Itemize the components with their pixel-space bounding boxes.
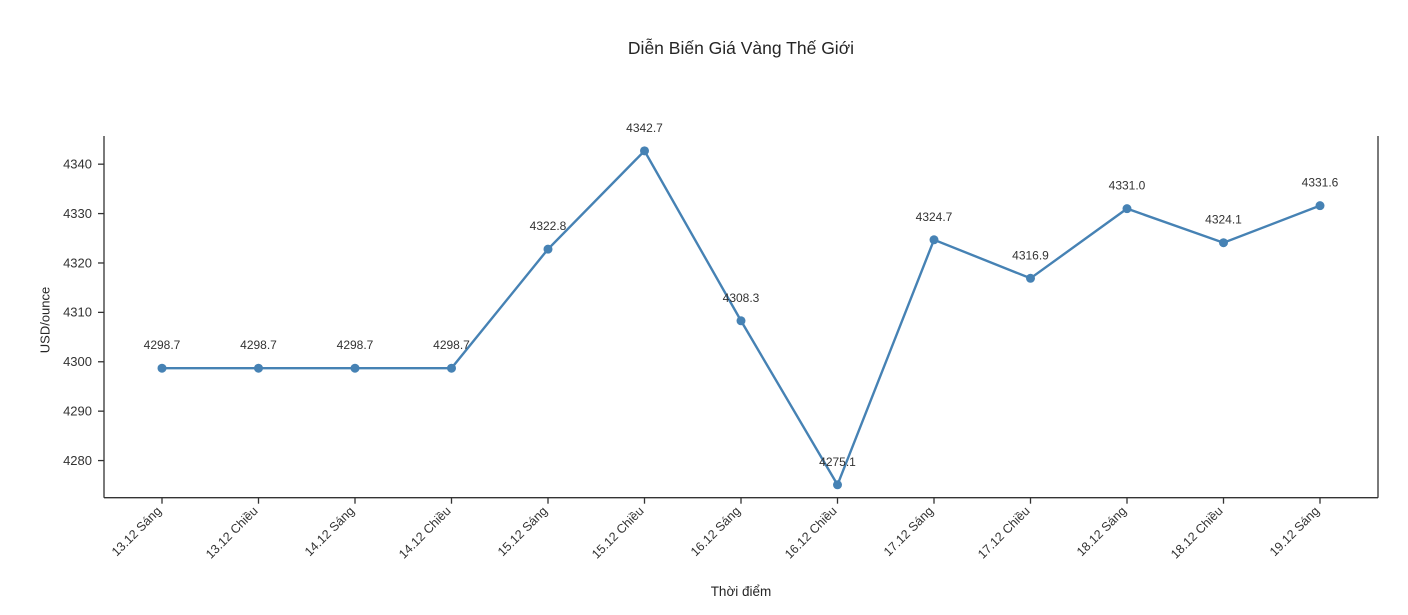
svg-text:4340: 4340 bbox=[63, 156, 92, 171]
svg-text:4320: 4320 bbox=[63, 255, 92, 270]
svg-text:14.12 Chiều: 14.12 Chiều bbox=[396, 504, 454, 562]
svg-text:4300: 4300 bbox=[63, 354, 92, 369]
svg-text:4280: 4280 bbox=[63, 453, 92, 468]
svg-text:4298.7: 4298.7 bbox=[337, 338, 374, 352]
svg-text:15.12 Chiều: 15.12 Chiều bbox=[589, 504, 647, 562]
svg-text:16.12 Chiều: 16.12 Chiều bbox=[782, 504, 840, 562]
svg-text:17.12 Sáng: 17.12 Sáng bbox=[881, 504, 936, 559]
svg-text:13.12 Sáng: 13.12 Sáng bbox=[109, 504, 164, 559]
svg-text:4298.7: 4298.7 bbox=[240, 338, 277, 352]
svg-text:4322.8: 4322.8 bbox=[530, 219, 567, 233]
svg-text:4331.6: 4331.6 bbox=[1302, 176, 1339, 190]
svg-text:18.12 Sáng: 18.12 Sáng bbox=[1074, 504, 1129, 559]
svg-text:4275.1: 4275.1 bbox=[819, 455, 856, 469]
svg-text:4324.1: 4324.1 bbox=[1205, 213, 1242, 227]
svg-text:15.12 Sáng: 15.12 Sáng bbox=[495, 504, 550, 559]
svg-text:4324.7: 4324.7 bbox=[916, 210, 953, 224]
svg-text:18.12 Chiều: 18.12 Chiều bbox=[1168, 504, 1226, 562]
svg-text:4308.3: 4308.3 bbox=[723, 291, 760, 305]
svg-text:19.12 Sáng: 19.12 Sáng bbox=[1267, 504, 1322, 559]
svg-text:16.12 Sáng: 16.12 Sáng bbox=[688, 504, 743, 559]
svg-text:14.12 Sáng: 14.12 Sáng bbox=[302, 504, 357, 559]
svg-text:4298.7: 4298.7 bbox=[433, 338, 470, 352]
svg-text:4331.0: 4331.0 bbox=[1109, 179, 1146, 193]
svg-text:4310: 4310 bbox=[63, 305, 92, 320]
svg-text:4290: 4290 bbox=[63, 403, 92, 418]
svg-text:4316.9: 4316.9 bbox=[1012, 248, 1049, 262]
svg-text:13.12 Chiều: 13.12 Chiều bbox=[203, 504, 261, 562]
svg-text:4298.7: 4298.7 bbox=[144, 338, 181, 352]
svg-text:4342.7: 4342.7 bbox=[626, 121, 663, 135]
svg-text:4330: 4330 bbox=[63, 206, 92, 221]
svg-text:17.12 Chiều: 17.12 Chiều bbox=[975, 504, 1033, 562]
